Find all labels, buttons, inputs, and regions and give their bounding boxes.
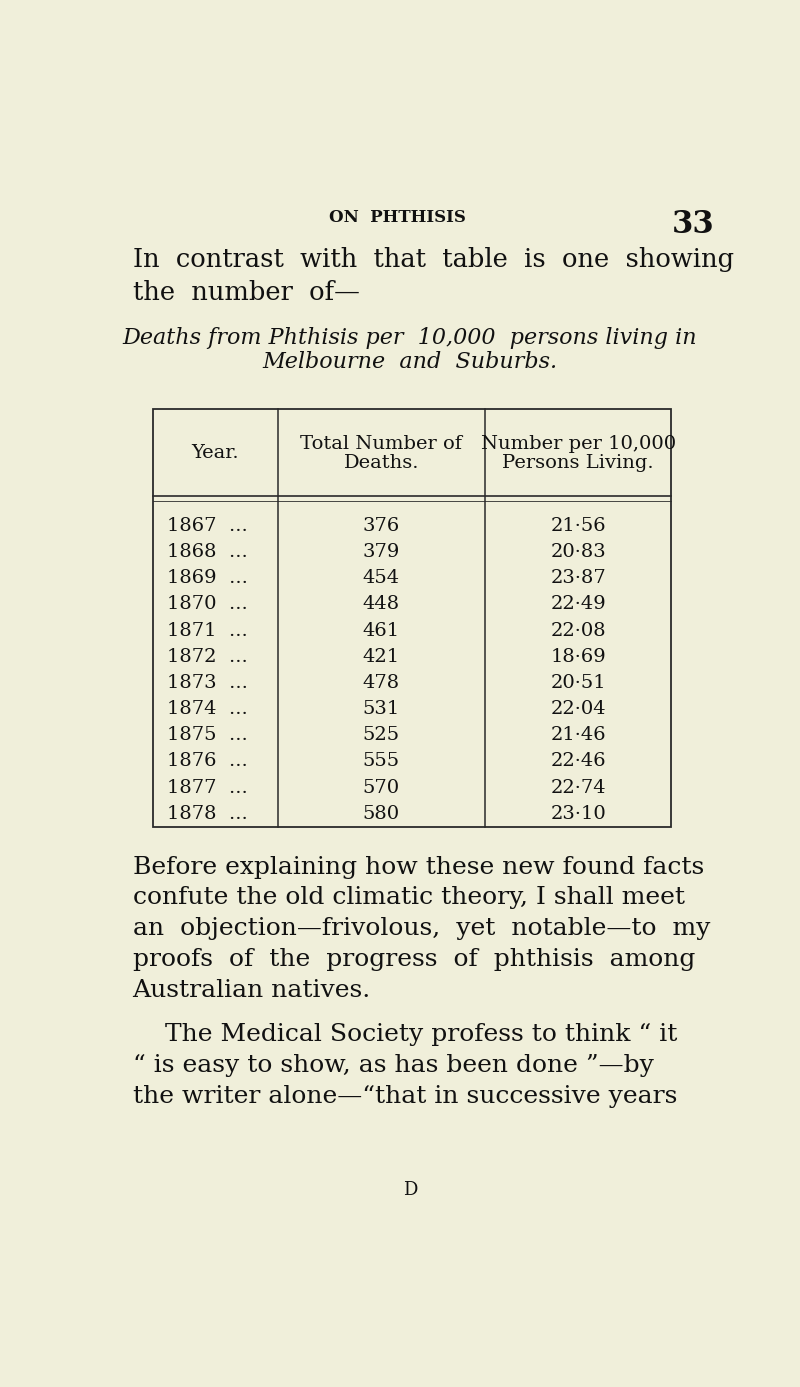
Text: 1870  ...: 1870 ...: [166, 595, 247, 613]
Text: 21·56: 21·56: [550, 517, 606, 535]
Text: “ is easy to show, as has been done ”—by: “ is easy to show, as has been done ”—by: [133, 1054, 654, 1078]
Text: D: D: [403, 1182, 417, 1200]
Text: 22·74: 22·74: [550, 778, 606, 796]
Bar: [153, 409, 671, 827]
Text: 1871  ...: 1871 ...: [166, 621, 247, 639]
Text: Deaths.: Deaths.: [343, 454, 419, 472]
Text: ON  PHTHISIS: ON PHTHISIS: [329, 209, 466, 226]
Text: 1875  ...: 1875 ...: [166, 727, 247, 745]
Text: 1868  ...: 1868 ...: [166, 542, 247, 560]
Text: 33: 33: [672, 209, 714, 240]
Text: 1876  ...: 1876 ...: [166, 752, 247, 770]
Text: 1874  ...: 1874 ...: [166, 700, 247, 718]
Text: 23·10: 23·10: [550, 804, 606, 822]
Text: Melbourne  and  Suburbs.: Melbourne and Suburbs.: [262, 351, 558, 373]
Text: 379: 379: [362, 542, 400, 560]
Text: 376: 376: [362, 517, 400, 535]
Text: 454: 454: [362, 569, 400, 587]
Text: the writer alone—“that in successive years: the writer alone—“that in successive yea…: [133, 1085, 677, 1108]
Text: 22·08: 22·08: [550, 621, 606, 639]
Text: Before explaining how these new found facts: Before explaining how these new found fa…: [133, 856, 704, 878]
Text: 1869  ...: 1869 ...: [166, 569, 247, 587]
Text: 21·46: 21·46: [550, 727, 606, 745]
Text: 22·04: 22·04: [550, 700, 606, 718]
Text: 1873  ...: 1873 ...: [166, 674, 247, 692]
Text: Australian natives.: Australian natives.: [133, 979, 371, 1001]
Text: Total Number of: Total Number of: [300, 436, 462, 454]
Text: proofs  of  the  progress  of  phthisis  among: proofs of the progress of phthisis among: [133, 947, 695, 971]
Text: Number per 10,000: Number per 10,000: [481, 436, 676, 454]
Text: 1867  ...: 1867 ...: [166, 517, 247, 535]
Text: 1872  ...: 1872 ...: [166, 648, 247, 666]
Text: 555: 555: [362, 752, 400, 770]
Text: 580: 580: [362, 804, 400, 822]
Text: In  contrast  with  that  table  is  one  showing: In contrast with that table is one showi…: [133, 247, 734, 272]
Text: The Medical Society profess to think “ it: The Medical Society profess to think “ i…: [133, 1024, 677, 1046]
Text: 1878  ...: 1878 ...: [166, 804, 247, 822]
Text: an  objection—frivolous,  yet  notable—to  my: an objection—frivolous, yet notable—to m…: [133, 917, 710, 940]
Text: 531: 531: [362, 700, 400, 718]
Text: 525: 525: [362, 727, 400, 745]
Text: 23·87: 23·87: [550, 569, 606, 587]
Text: 20·83: 20·83: [550, 542, 606, 560]
Text: Year.: Year.: [192, 444, 239, 462]
Text: the  number  of—: the number of—: [133, 280, 359, 305]
Text: 22·46: 22·46: [550, 752, 606, 770]
Text: 461: 461: [362, 621, 400, 639]
Text: Persons Living.: Persons Living.: [502, 454, 654, 472]
Text: 1877  ...: 1877 ...: [166, 778, 247, 796]
Text: 478: 478: [362, 674, 400, 692]
Text: 570: 570: [362, 778, 400, 796]
Text: 20·51: 20·51: [550, 674, 606, 692]
Text: confute the old climatic theory, I shall meet: confute the old climatic theory, I shall…: [133, 886, 685, 910]
Text: 18·69: 18·69: [550, 648, 606, 666]
Text: 22·49: 22·49: [550, 595, 606, 613]
Text: Deaths from Phthisis per  10,000  persons living in: Deaths from Phthisis per 10,000 persons …: [122, 326, 698, 348]
Text: 448: 448: [362, 595, 400, 613]
Text: 421: 421: [362, 648, 400, 666]
